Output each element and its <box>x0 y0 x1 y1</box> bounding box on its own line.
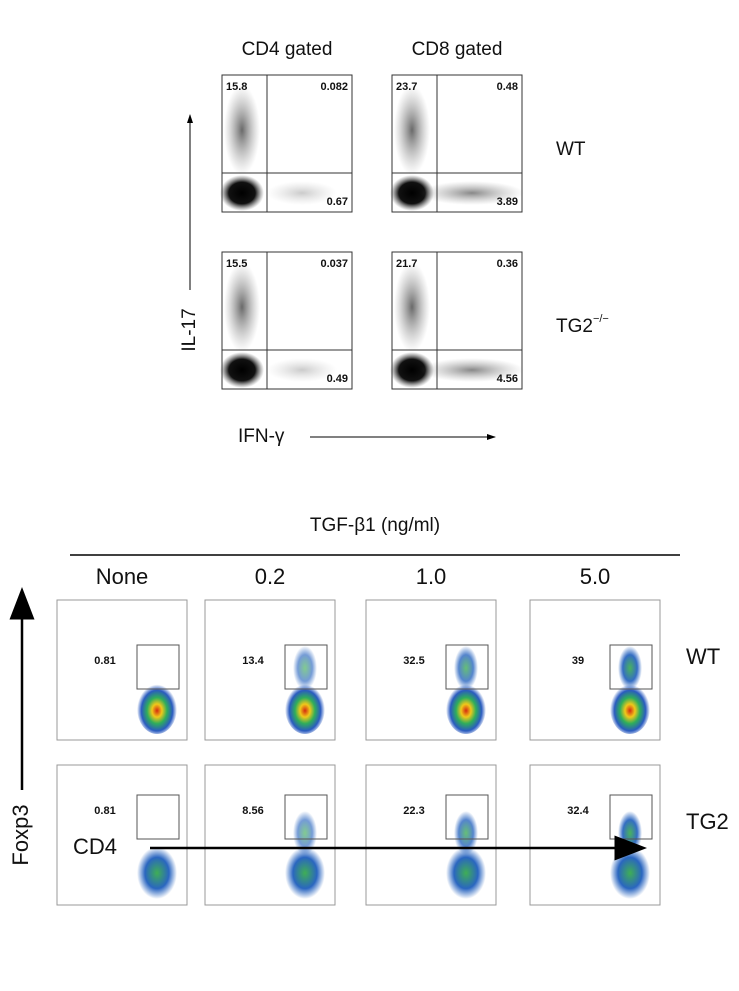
dot-cloud <box>394 262 430 352</box>
row-label-text: TG2 <box>556 316 593 337</box>
quadrant-value: 0.48 <box>497 81 518 93</box>
quadrant-value: 0.082 <box>320 81 348 93</box>
gate-value: 22.3 <box>403 805 424 817</box>
gate-value: 32.5 <box>403 655 424 667</box>
gate-value: 39 <box>572 655 584 667</box>
dot-cluster <box>390 175 434 211</box>
gate-value: 0.81 <box>94 655 115 667</box>
row-label: WT <box>686 644 720 669</box>
dot-cloud <box>224 262 260 352</box>
gate <box>445 644 489 690</box>
dot-cluster <box>220 175 264 211</box>
gate <box>284 794 328 840</box>
population <box>293 811 317 855</box>
quadrant-value: 0.037 <box>320 258 348 270</box>
quadrant-value: 0.36 <box>497 258 518 270</box>
row-label-sup: −/− <box>593 313 609 325</box>
row-label: TG2−/− <box>556 313 609 337</box>
column-header: 0.2 <box>255 564 286 589</box>
x-axis-label: IFN-γ <box>238 426 285 447</box>
population <box>454 811 478 855</box>
quadrant-value: 0.49 <box>327 373 348 385</box>
dot-cloud <box>394 85 430 175</box>
column-header: 5.0 <box>580 564 611 589</box>
population <box>285 682 325 734</box>
dot-cluster <box>390 352 434 388</box>
y-axis-label: Foxp3 <box>8 804 33 865</box>
gate-value: 8.56 <box>242 805 263 817</box>
population <box>610 682 650 734</box>
dot-cloud <box>420 181 524 205</box>
figure-content: CD4 gated CD8 gated WT 15.8 0.082 0.67 23.7 0.4… <box>8 39 729 906</box>
row-label: TG2 <box>686 809 729 834</box>
row-label: WT <box>556 139 586 160</box>
gate-value: 32.4 <box>567 805 589 817</box>
dot-cloud <box>224 85 260 175</box>
quadrant-value: 0.67 <box>327 196 348 208</box>
x-axis-label: CD4 <box>73 834 117 859</box>
dot-cloud <box>420 358 524 382</box>
gate <box>609 644 653 690</box>
population <box>285 847 325 899</box>
quadrant-value: 15.8 <box>226 81 247 93</box>
gate <box>445 794 489 840</box>
dot-cloud <box>267 181 337 205</box>
dot-cluster <box>220 352 264 388</box>
population <box>446 682 486 734</box>
population <box>137 682 177 734</box>
section-title: TGF-β1 (ng/ml) <box>310 515 440 536</box>
population <box>293 646 317 690</box>
quadrant-value: 15.5 <box>226 258 247 270</box>
population <box>137 847 177 899</box>
quadrant-value: 21.7 <box>396 258 417 270</box>
gate-value: 13.4 <box>242 655 264 667</box>
column-header: CD4 gated <box>242 39 333 60</box>
quadrant-value: 23.7 <box>396 81 417 93</box>
population <box>618 646 642 690</box>
column-header: 1.0 <box>416 564 447 589</box>
gate <box>136 794 180 840</box>
gate-value: 0.81 <box>94 805 115 817</box>
y-axis-label: IL-17 <box>179 308 200 351</box>
quadrant-value: 4.56 <box>497 373 518 385</box>
gate <box>136 644 180 690</box>
column-header: None <box>96 564 149 589</box>
population <box>454 646 478 690</box>
gate <box>284 644 328 690</box>
column-header: CD8 gated <box>412 39 503 60</box>
row-label-text: WT <box>556 139 586 160</box>
population <box>446 847 486 899</box>
dot-cloud <box>267 358 337 382</box>
quadrant-value: 3.89 <box>497 196 518 208</box>
